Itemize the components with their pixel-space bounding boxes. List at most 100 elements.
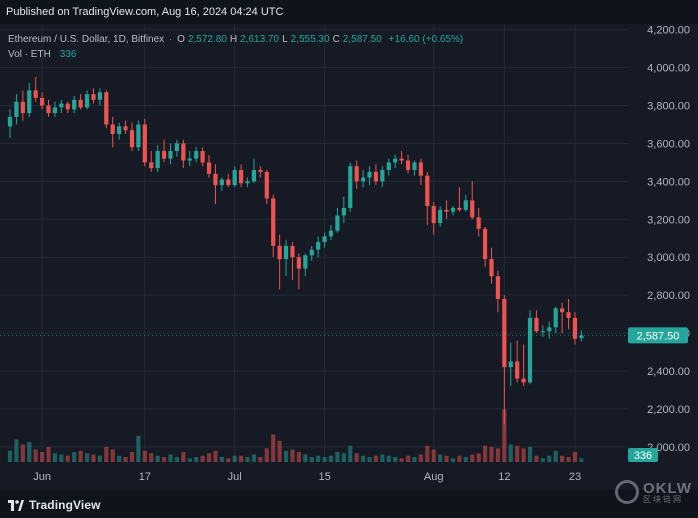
volume-bar [91,454,96,462]
volume-bar [7,450,13,462]
candle-body [405,160,411,170]
volume-bar [547,455,552,462]
volume-bar [72,452,77,462]
price-tick-label: 3,000.00 [647,252,690,264]
price-candles [7,77,584,425]
price-axis[interactable]: 2,000.002,200.002,400.002,600.002,800.00… [647,25,690,454]
candle-body [547,327,552,332]
high-label: H [229,34,238,45]
candle-body [52,107,58,114]
candle-body [495,276,501,299]
candle-body [489,259,494,277]
candle-body [553,308,558,328]
candle-body [174,143,180,152]
candle-body [104,92,109,125]
candle-body [361,177,366,182]
last-volume-badge [628,448,658,462]
candle-body [412,162,417,170]
candle-body [463,200,468,210]
chart-area[interactable]: 2,000.002,200.002,400.002,600.002,800.00… [0,24,698,494]
volume-bar [213,450,218,462]
price-tick-label: 2,400.00 [647,366,690,378]
candle-body [316,242,321,250]
time-tick-label: Aug [424,471,444,483]
candle-body [84,94,90,108]
market-status-dot: · [169,34,173,45]
time-tick-label: Jun [33,471,51,483]
volume-bar [20,444,25,462]
candle-body [33,90,38,98]
volume-bar [97,455,102,462]
volume-bar [239,455,244,462]
volume-bar [303,454,308,462]
candle-body [515,361,520,379]
candle-body [110,124,115,134]
volume-bar [418,454,423,462]
tradingview-logo[interactable]: TradingView [8,498,101,512]
volume-bar [52,453,58,462]
candle-body [123,126,128,131]
candle-body [206,162,212,174]
candle-body [136,124,141,148]
volume-bar [399,458,404,462]
volume-bar [200,455,205,462]
symbol-description: Ethereum / U.S. Dollar, 1D, Bitfinex [8,34,165,45]
top-bar: Published on TradingView.com, Aug 16, 20… [0,0,698,24]
last-value-markers: 2,587.50 336 [0,327,688,462]
candle-body [438,209,443,224]
volume-bar [245,457,250,462]
candle-body [341,207,346,216]
open-value: 2,572.80 [187,34,227,45]
volume-bar [495,448,501,462]
candle-body [258,170,263,172]
price-tick-label: 2,200.00 [647,404,690,416]
watermark-text: OKLW [643,479,692,497]
candle-body [155,151,160,169]
time-axis[interactable]: Jun 17 Jul 15 Aug 12 23 [33,471,581,483]
volume-bar [412,457,417,462]
volume-bar [572,452,578,462]
volume-bar [309,457,314,462]
volume-bar [123,457,128,462]
candle-body [194,151,199,159]
candle-body [303,255,308,269]
watermark-text-block: OKLW 区块链网 [643,481,692,504]
candle-body [149,162,154,169]
price-tick-label: 3,200.00 [647,214,690,226]
tradingview-logo-icon [8,499,24,511]
candle-body [566,312,571,318]
volume-bar [444,455,449,462]
legend-symbol-row: Ethereum / U.S. Dollar, 1D, Bitfinex · O… [8,32,463,47]
candle-body [226,179,231,186]
candle-body [232,170,237,186]
candle-body [457,207,462,210]
candle-body [470,200,475,218]
volume-bar [438,454,443,462]
watermark-subtext: 区块链网 [643,494,683,504]
volume-bar [149,453,154,462]
candle-body [59,103,64,108]
volume-bar [457,455,462,462]
candle-body [290,245,295,258]
volume-bar [27,442,32,462]
price-tick-label: 3,400.00 [647,176,690,188]
volume-bar [361,455,366,462]
candle-body [181,143,186,161]
bottom-bar: TradingView [0,490,698,518]
time-tick-label: Jul [228,471,242,483]
chart-legend: Ethereum / U.S. Dollar, 1D, Bitfinex · O… [8,32,463,62]
candle-body [367,171,372,178]
volume-bar [540,458,545,462]
last-price-label: 2,587.50 [637,330,680,342]
candlestick-chart[interactable]: 2,000.002,200.002,400.002,600.002,800.00… [0,24,698,494]
volume-bar [14,439,19,462]
price-tick-label: 4,200.00 [647,25,690,37]
candle-body [239,170,244,184]
volume-bar [380,454,385,462]
candle-body [348,166,353,208]
candle-body [418,162,423,176]
volume-bar [129,452,135,462]
candle-body [425,175,430,207]
volume-bar [264,448,269,462]
candle-body [78,99,83,108]
